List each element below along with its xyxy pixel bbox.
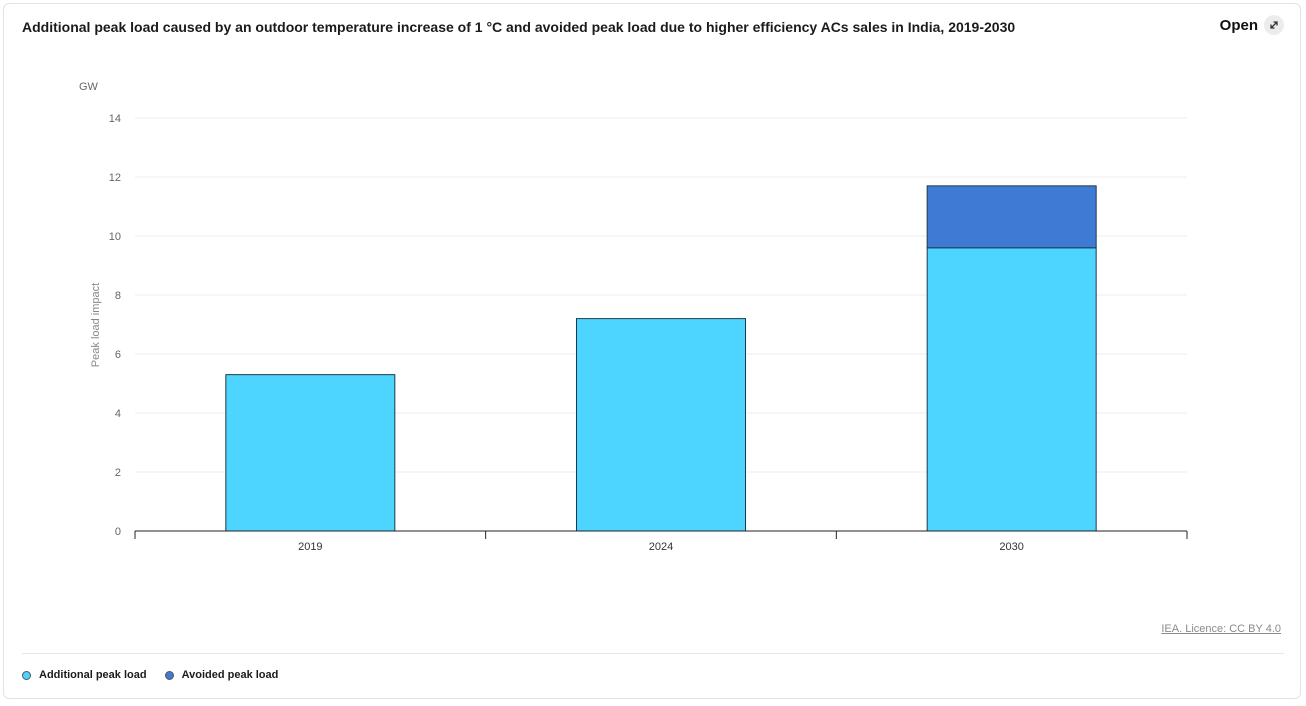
bar-additional-peak-load-2019[interactable]: [225, 374, 396, 532]
y-tick-label: 6: [115, 349, 121, 361]
bar-additional-peak-load-2024[interactable]: [576, 318, 746, 532]
bars: [225, 185, 1097, 532]
legend-swatch-avoided: [164, 670, 174, 680]
y-tick-labels: 0 2 4 6 8 10 12 14: [109, 113, 121, 538]
y-tick-label: 4: [115, 408, 121, 420]
x-tick-label: 2024: [649, 541, 673, 553]
y-tick-label: 2: [115, 467, 121, 479]
legend-label-additional: Additional peak load: [39, 669, 147, 681]
legend-swatch-additional: [22, 670, 31, 680]
source-link[interactable]: IEA. Licence: CC BY 4.0: [1161, 623, 1281, 635]
legend-item-avoided[interactable]: Avoided peak load: [164, 669, 279, 681]
chart-plot: GW Peak load impact 0 2 4 6 8 10 12 14 2019 2024…: [79, 81, 1188, 553]
open-label: Open: [1219, 16, 1258, 34]
y-tick-label: 0: [115, 526, 121, 538]
legend-label-avoided: Avoided peak load: [181, 669, 279, 681]
bar-additional-peak-load-2030[interactable]: [926, 247, 1097, 532]
y-tick-label: 14: [109, 113, 121, 125]
legend: Additional peak load Avoided peak load: [22, 669, 278, 681]
x-tick-label: 2019: [298, 541, 322, 553]
open-button[interactable]: Open: [1220, 15, 1284, 35]
y-axis-title: Peak load impact: [90, 283, 102, 367]
chart-title: Additional peak load caused by an outdoo…: [22, 19, 1016, 35]
x-tick-label: 2030: [999, 541, 1023, 553]
x-tick-labels: 2019 2024 2030: [298, 541, 1024, 553]
bar-avoided-peak-load-2030[interactable]: [926, 185, 1097, 249]
y-unit-label: GW: [79, 81, 99, 93]
y-tick-label: 10: [109, 231, 121, 243]
y-tick-label: 8: [115, 290, 121, 302]
legend-divider: [22, 653, 1284, 654]
x-axis: [134, 530, 1188, 539]
y-tick-label: 12: [109, 172, 121, 184]
expand-icon: [1264, 15, 1284, 35]
legend-item-additional[interactable]: Additional peak load: [22, 669, 147, 681]
